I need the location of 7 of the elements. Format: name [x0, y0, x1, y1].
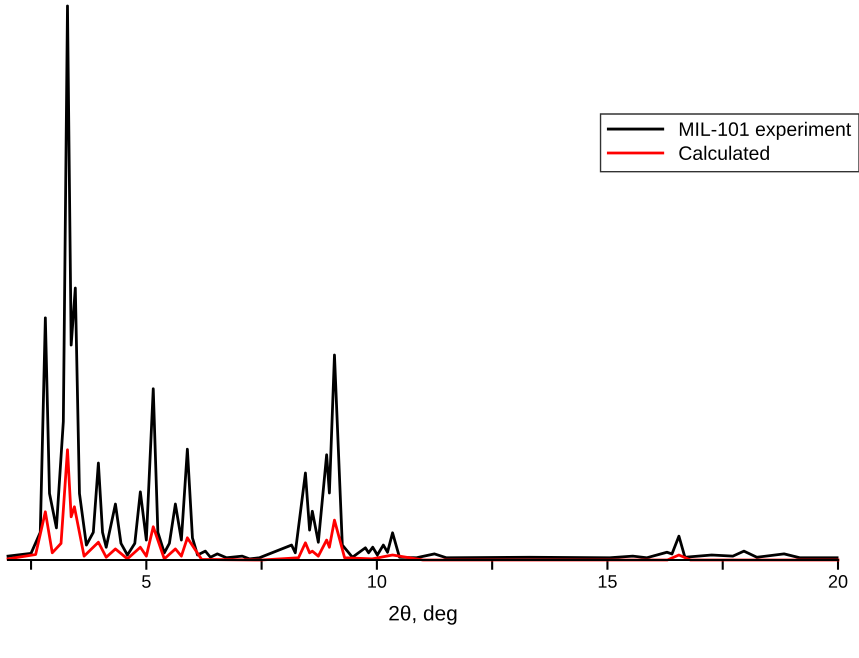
legend-label: Calculated — [679, 146, 769, 160]
x-tick-label: 5 — [142, 575, 151, 588]
x-tick-label: 20 — [828, 575, 848, 588]
x-axis-title: 2θ, deg — [389, 605, 456, 625]
legend-label: MIL-101 experiment — [680, 122, 852, 140]
x-tick-label: 15 — [598, 575, 617, 588]
x-tick-label: 10 — [368, 575, 386, 588]
